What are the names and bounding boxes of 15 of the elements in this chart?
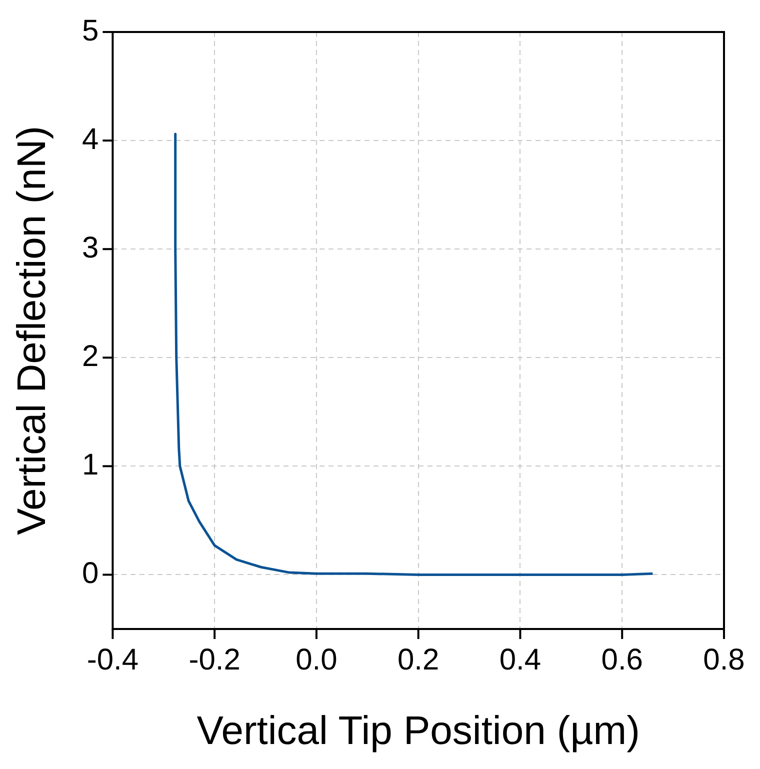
x-tick-label: 0.2 [397, 643, 440, 676]
y-axis-title: Vertical Deflection (nN) [10, 126, 54, 536]
x-tick-label: 0.0 [296, 643, 338, 676]
x-tick-label: 0.4 [499, 643, 542, 676]
y-tick-label: 0 [82, 556, 99, 590]
y-tick-label: 2 [82, 340, 99, 373]
y-tick-label: 1 [82, 448, 99, 482]
x-tick-label: -0.4 [86, 643, 139, 676]
y-tick-label: 3 [82, 231, 99, 264]
x-tick-label: 0.6 [601, 643, 643, 676]
y-tick-label: 4 [82, 122, 99, 156]
x-axis-title: Vertical Tip Position (µm) [196, 709, 640, 754]
x-tick-label: -0.2 [188, 643, 240, 676]
y-tick-label: 5 [82, 14, 99, 48]
x-tick-label: 0.8 [703, 643, 745, 676]
